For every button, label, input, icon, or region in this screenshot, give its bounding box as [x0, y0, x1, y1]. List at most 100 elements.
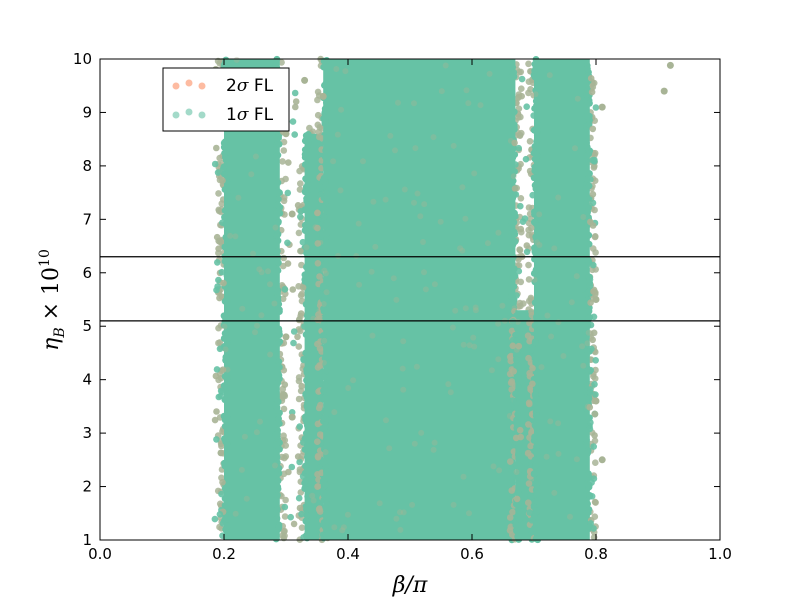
scatter-point: [592, 391, 599, 398]
scatter-point: [508, 219, 516, 227]
scatter-point: [508, 487, 516, 494]
scatter-point: [314, 420, 322, 428]
scatter-point: [509, 508, 516, 516]
scatter-point: [510, 108, 518, 116]
scatter-point: [533, 137, 541, 145]
scatter-point: [301, 271, 309, 279]
scatter-point: [298, 510, 305, 518]
scatter-point: [547, 418, 554, 425]
scatter-point: [369, 332, 376, 339]
scatter-point: [518, 92, 525, 100]
scatter-point: [522, 155, 530, 163]
scatter-point: [323, 289, 330, 296]
scatter-point: [592, 104, 600, 111]
scatter-point: [588, 493, 596, 500]
scatter-point: [214, 259, 221, 266]
y-tick-label: 1: [82, 531, 92, 549]
outlier-point: [660, 87, 668, 95]
scatter-point: [531, 208, 538, 216]
scatter-point: [560, 353, 567, 359]
scatter-point: [585, 240, 593, 248]
scatter-point: [516, 395, 523, 403]
y-tick-label: 4: [82, 371, 92, 389]
scatter-point: [213, 408, 220, 415]
scatter-point: [304, 399, 311, 407]
scatter-point: [412, 145, 419, 152]
scatter-point: [241, 433, 248, 440]
scatter-point: [213, 366, 221, 373]
scatter-point: [322, 296, 330, 304]
scatter-point: [314, 240, 322, 247]
legend-marker: [185, 79, 193, 87]
scatter-point: [323, 240, 330, 248]
scatter-point: [528, 308, 535, 316]
scatter-point: [393, 296, 400, 303]
scatter-point: [281, 381, 289, 389]
scatter-point: [590, 525, 597, 532]
scatter-point: [276, 331, 283, 339]
scatter-point: [583, 436, 590, 444]
scatter-point: [555, 194, 562, 201]
scatter-point: [508, 386, 515, 393]
scatter-point: [531, 155, 539, 163]
scatter-point: [534, 180, 541, 187]
scatter-point: [297, 208, 305, 215]
scatter-point: [220, 170, 228, 178]
scatter-point: [295, 343, 303, 350]
scatter-point: [495, 229, 502, 236]
scatter-point: [215, 276, 222, 284]
scatter-point: [459, 184, 466, 191]
scatter-point: [496, 467, 503, 474]
scatter-point: [526, 509, 533, 516]
scatter-point: [294, 333, 301, 341]
scatter-point: [532, 91, 539, 98]
scatter-point: [219, 520, 227, 527]
scatter-point: [338, 106, 345, 113]
scatter-point: [272, 168, 280, 176]
scatter-points-layer: [211, 55, 674, 544]
scatter-point: [508, 467, 516, 475]
scatter-point: [223, 147, 230, 155]
scatter-point: [330, 158, 337, 165]
scatter-point: [273, 516, 281, 523]
scatter-point: [316, 273, 323, 280]
scatter-point: [279, 295, 287, 303]
scatter-point: [305, 467, 312, 475]
scatter-point: [534, 174, 542, 181]
scatter-point: [323, 467, 330, 475]
scatter-point: [275, 134, 282, 142]
scatter-point: [232, 510, 239, 517]
scatter-point: [221, 213, 228, 221]
scatter-point: [314, 224, 321, 232]
scatter-point: [592, 357, 599, 364]
scatter-point: [511, 272, 519, 280]
scatter-point: [323, 99, 330, 106]
scatter-point: [222, 335, 229, 343]
scatter-point: [532, 143, 540, 151]
scatter-point: [275, 140, 283, 148]
scatter-point: [591, 432, 598, 439]
scatter-point: [275, 420, 283, 427]
legend-marker: [172, 82, 180, 90]
scatter-point: [213, 436, 220, 443]
scatter-point: [314, 96, 321, 104]
scatter-point: [573, 456, 580, 463]
y-axis-label-sub: B: [52, 327, 68, 338]
scatter-point: [302, 331, 310, 338]
scatter-point: [532, 520, 540, 528]
scatter-point: [587, 176, 594, 183]
x-tick-label: 0.2: [212, 545, 236, 563]
scatter-point: [301, 323, 308, 330]
scatter-point: [584, 449, 591, 457]
scatter-point: [582, 106, 590, 114]
scatter-point: [319, 458, 327, 465]
scatter-point: [218, 490, 225, 498]
scatter-point: [301, 485, 309, 492]
scatter-point: [529, 364, 536, 372]
scatter-point: [411, 440, 418, 447]
scatter-point: [509, 154, 517, 161]
scatter-point: [272, 535, 280, 543]
scatter-point: [585, 257, 592, 265]
scatter-point: [223, 272, 231, 280]
scatter-point: [586, 404, 594, 411]
